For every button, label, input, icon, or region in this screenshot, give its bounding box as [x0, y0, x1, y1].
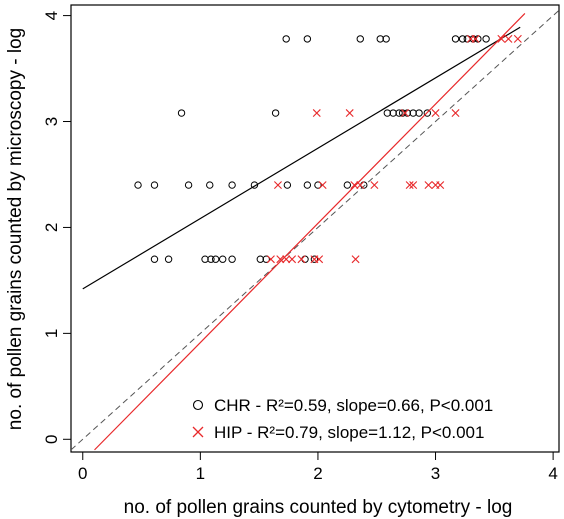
hip-point [297, 255, 306, 264]
chr-point [303, 181, 312, 189]
hip-point [282, 255, 291, 264]
chr-point [360, 181, 368, 189]
chr-point [282, 35, 290, 43]
chr-point [177, 109, 186, 117]
y-tick-label: 2 [42, 223, 61, 232]
hip-point [345, 109, 354, 118]
chr-legend-label: CHR - R²=0.59, slope=0.66, P<0.001 [214, 396, 493, 415]
legend: CHR - R²=0.59, slope=0.66, P<0.001 HIP - … [192, 396, 493, 442]
hip-point [276, 255, 285, 264]
hip-point [370, 181, 379, 190]
chr-point [409, 109, 417, 117]
hip-legend-symbol [192, 426, 204, 438]
reference-line-1to1 [71, 9, 559, 451]
x-tick-label: 4 [548, 464, 557, 483]
x-tick-label: 1 [196, 464, 205, 483]
chr-point [382, 35, 390, 43]
chr-point [389, 109, 397, 117]
chr-point [218, 255, 227, 263]
chr-point [423, 109, 431, 117]
chr-point [458, 35, 467, 43]
hip-point [288, 255, 297, 264]
hip-point [273, 181, 282, 190]
x-tick-label: 0 [78, 464, 87, 483]
hip-point [409, 181, 418, 190]
chr-point [256, 255, 265, 263]
chr-point [303, 35, 312, 43]
hip-point [504, 34, 513, 43]
hip-point [400, 109, 409, 118]
axes: 0 1 2 3 4 0 1 2 3 4 [42, 11, 558, 483]
plot-frame [70, 4, 560, 453]
chr-point [398, 109, 407, 117]
plot-marks [71, 9, 559, 451]
x-tick-label: 2 [313, 464, 322, 483]
hip-point [312, 109, 321, 118]
chr-point [395, 109, 403, 117]
chr-point [451, 35, 460, 43]
hip-point [431, 109, 440, 118]
chr-point [403, 109, 412, 117]
chr-point [164, 255, 173, 263]
hip-point [424, 181, 433, 190]
hip-point [266, 255, 275, 264]
chr-point [184, 181, 193, 189]
chr-point [211, 255, 220, 263]
hip-point [513, 34, 522, 43]
chr-legend-symbol [192, 399, 204, 411]
chr-point [314, 181, 322, 189]
hip-legend-label: HIP - R²=0.79, slope=1.12, P<0.001 [214, 423, 484, 442]
chr-point [207, 255, 215, 263]
chr-fit-line [82, 26, 521, 290]
chr-point [134, 181, 142, 189]
chr-point [150, 181, 159, 189]
chr-point [482, 35, 490, 43]
x-tick-label: 3 [431, 464, 440, 483]
chr-point [201, 255, 209, 263]
hip-point [350, 181, 359, 190]
chr-point [283, 181, 292, 189]
hip-point [351, 255, 360, 264]
hip-point [356, 181, 365, 190]
chr-point [343, 181, 352, 189]
chr-point [228, 181, 236, 189]
chr-point [271, 109, 280, 117]
chr-point [356, 35, 364, 43]
chr-point [206, 181, 214, 189]
chr-point [469, 35, 477, 43]
hip-point [405, 181, 414, 190]
chr-point [250, 181, 259, 189]
chr-point [301, 255, 309, 263]
hip-fit-line [94, 13, 526, 451]
y-axis-label: no. of pollen grains counted by microsco… [5, 28, 26, 430]
y-tick-label: 3 [42, 117, 61, 126]
y-tick-label: 0 [42, 435, 61, 444]
y-tick-label: 1 [42, 329, 61, 338]
chr-point [262, 255, 270, 263]
chr-point [415, 109, 423, 117]
hip-point [315, 255, 324, 264]
hip-point [318, 181, 327, 190]
hip-point [497, 34, 506, 43]
x-axis-label: no. of pollen grains counted by cytometr… [124, 497, 513, 518]
chr-point [376, 35, 384, 43]
chr-point [474, 35, 482, 43]
chr-point [228, 255, 236, 263]
chr-point [310, 255, 319, 263]
hip-point [471, 34, 480, 43]
hip-point [451, 109, 460, 118]
y-tick-label: 4 [42, 11, 61, 20]
chr-point [383, 109, 392, 117]
chr-point [150, 255, 159, 263]
hip-point [436, 181, 445, 190]
